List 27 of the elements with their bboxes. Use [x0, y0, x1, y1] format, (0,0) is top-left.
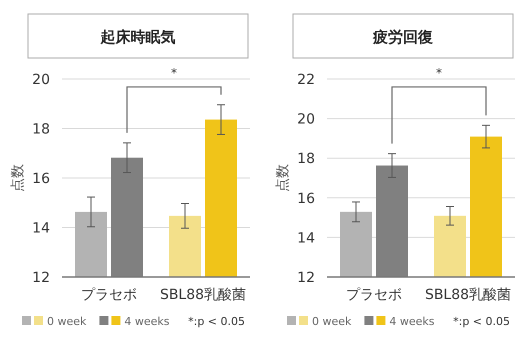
chart-title: 起床時眠気: [100, 28, 176, 46]
legend-label: 4 weeks: [124, 315, 170, 328]
text: *:p < 0.05: [453, 315, 510, 328]
legend-label: 0 week: [47, 315, 88, 328]
legend-label: 4 weeks: [389, 315, 435, 328]
y-tick-label: 18: [297, 151, 315, 168]
x-tick-label: プラセボ: [81, 287, 137, 303]
chart-title: 疲労回復: [372, 28, 433, 46]
y-tick-label: 12: [297, 270, 315, 286]
y-tick-label: 20: [297, 112, 315, 128]
y-tick-label: 22: [297, 72, 315, 88]
y-tick-label: 12: [32, 270, 50, 286]
y-tick-label: 14: [32, 220, 50, 236]
y-tick-label: 16: [297, 190, 316, 207]
annotation: *: [436, 66, 442, 80]
text: *:p < 0.05: [188, 315, 245, 328]
x-tick-label: SBL88乳酸菌: [160, 287, 246, 303]
x-tick-label: プラセボ: [346, 287, 402, 303]
y-tick-label: 18: [32, 122, 50, 138]
y-tick-label: 20: [32, 72, 50, 88]
y-tick-label: 16: [32, 171, 50, 187]
y-axis-title: 点数: [275, 164, 291, 192]
x-tick-label: SBL88乳酸菌: [424, 287, 512, 303]
annotation: *: [171, 66, 177, 80]
legend-label: 0 week: [312, 315, 352, 328]
y-axis-title: 点数: [10, 164, 26, 192]
y-tick-label: 14: [297, 230, 316, 246]
